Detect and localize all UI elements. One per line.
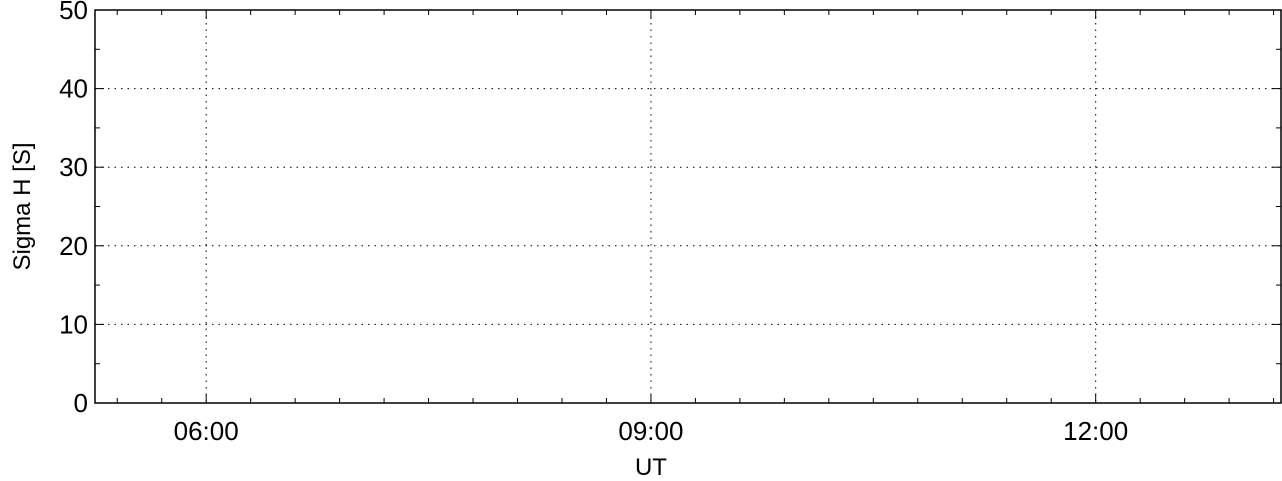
y-tick-label: 0	[74, 388, 88, 418]
y-axis-label: Sigma H [S]	[9, 142, 36, 270]
x-axis-label: UT	[635, 454, 667, 481]
y-axis-tick-labels: 0 10 20 30 40 50	[59, 0, 88, 418]
y-tick-label: 50	[59, 0, 88, 25]
grid-lines	[95, 10, 1281, 403]
y-tick-label: 40	[59, 74, 88, 104]
y-tick-label: 10	[59, 309, 88, 339]
y-tick-label: 20	[59, 231, 88, 261]
axis-ticks	[95, 9, 1281, 404]
x-axis-tick-labels: 06:00 09:00 12:00	[174, 416, 1129, 446]
x-tick-label: 06:00	[174, 416, 239, 446]
y-tick-label: 30	[59, 152, 88, 182]
plot-area-frame	[94, 9, 1282, 404]
x-tick-label: 12:00	[1063, 416, 1128, 446]
x-tick-label: 09:00	[618, 416, 683, 446]
